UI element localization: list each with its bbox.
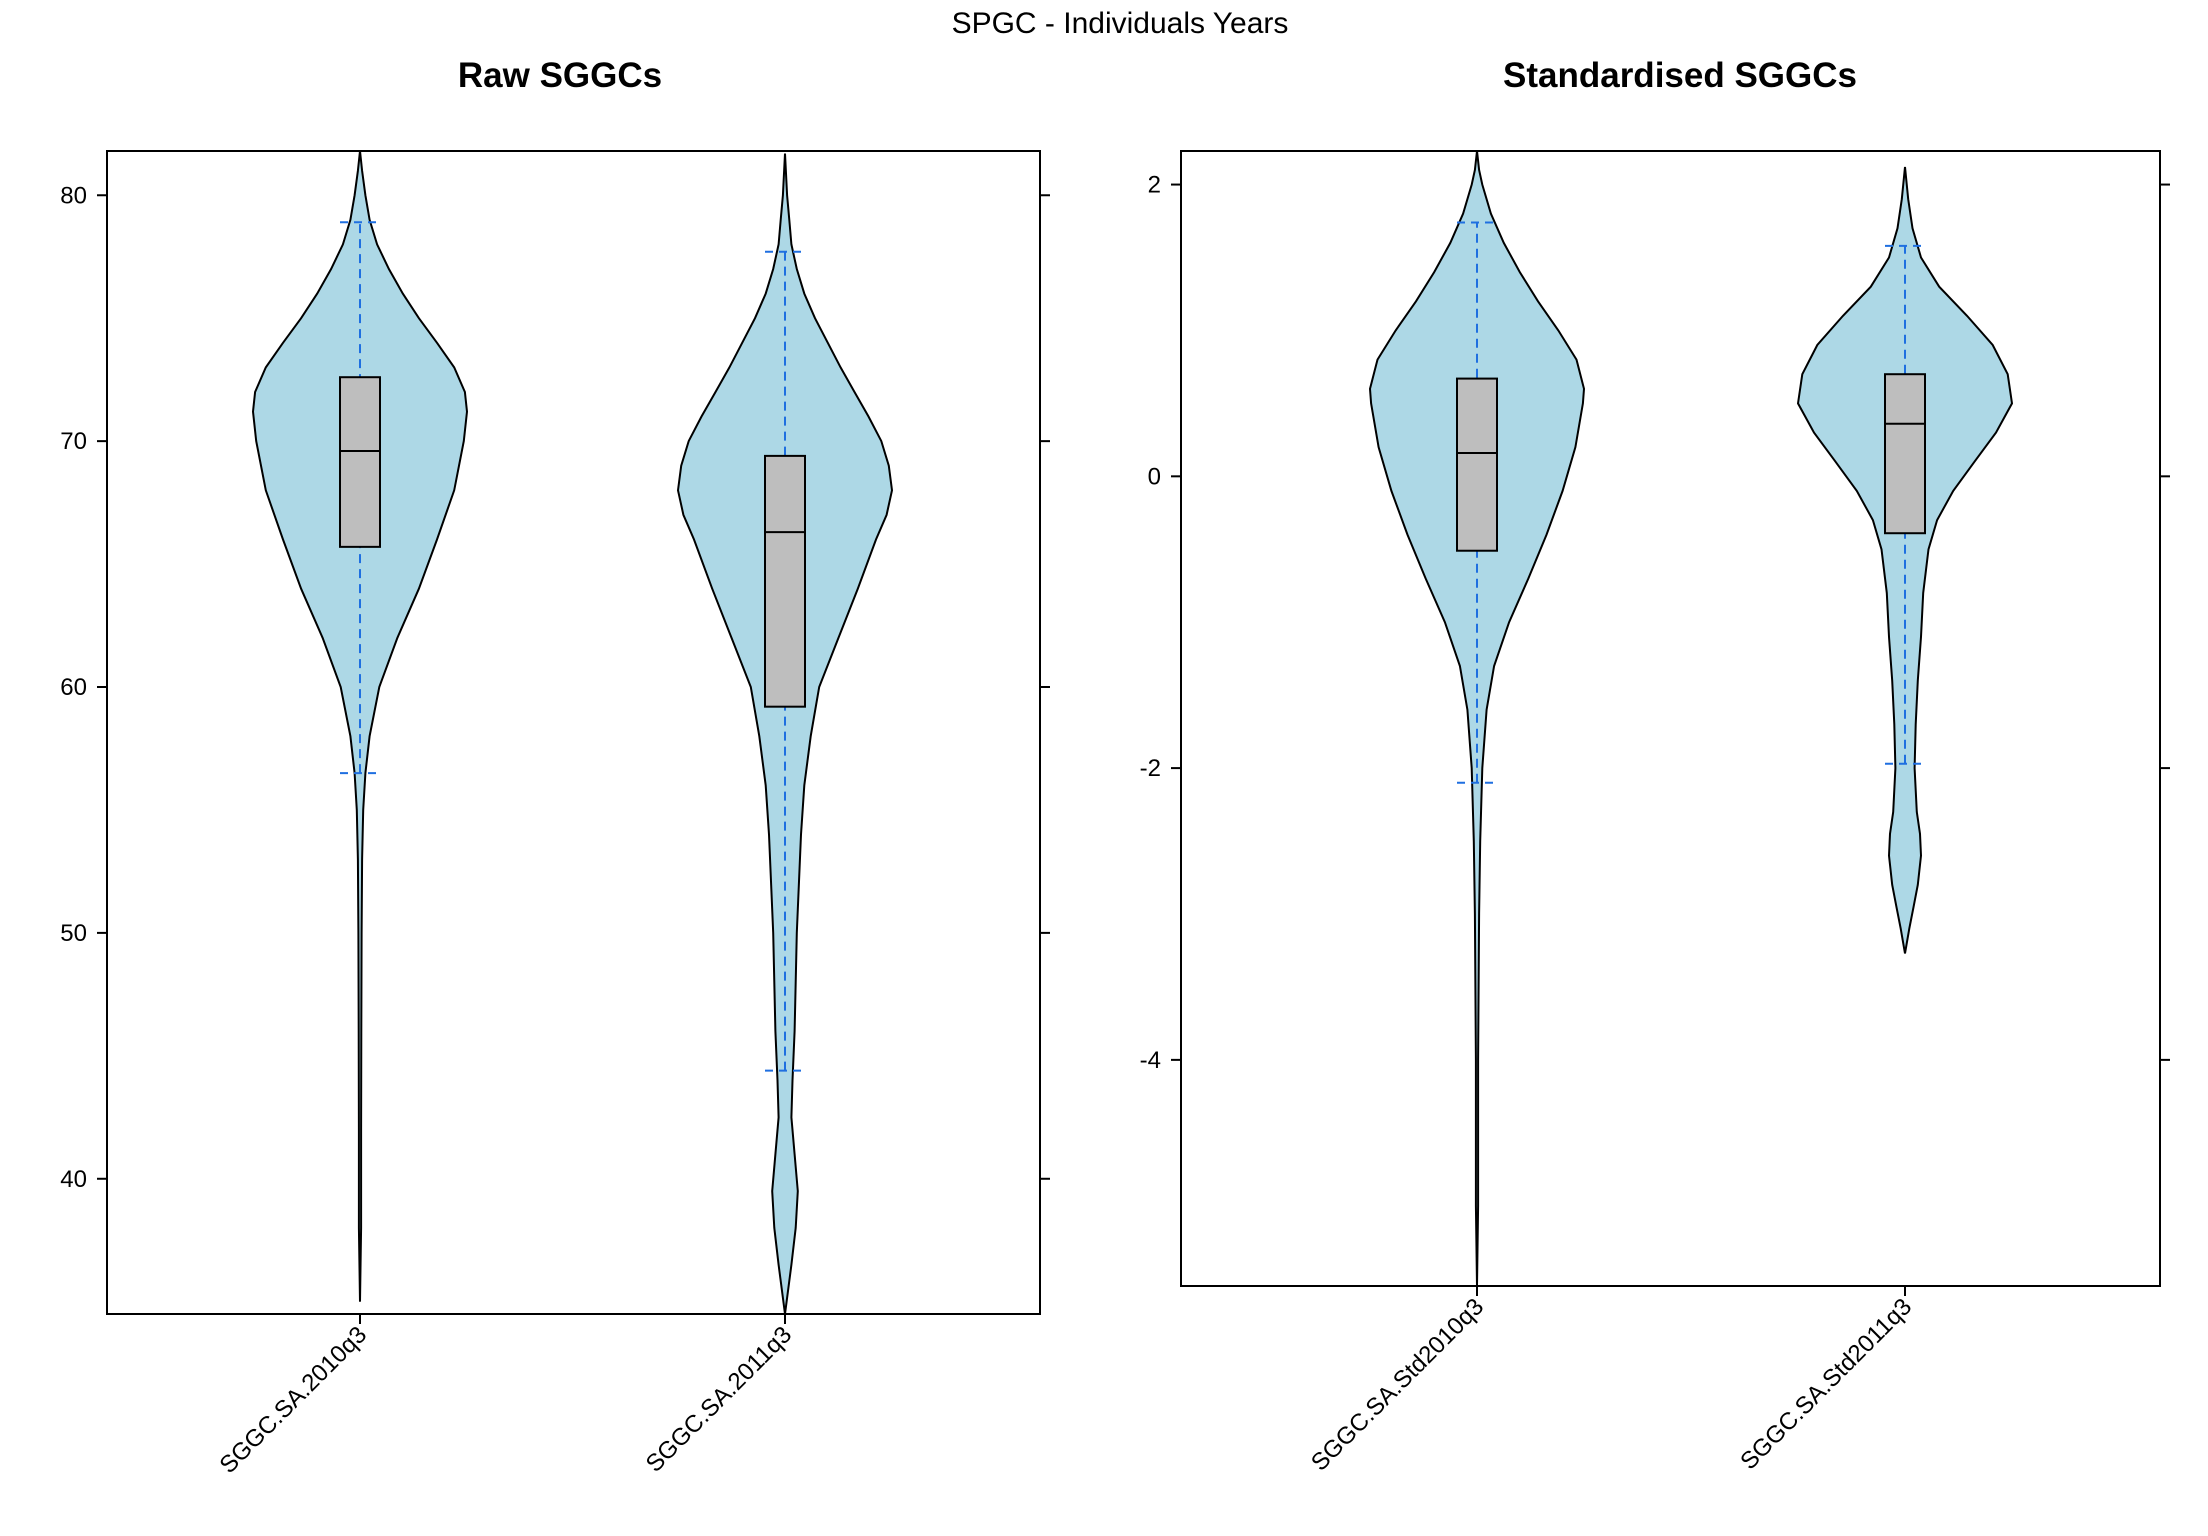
standardised-sggcs-panel: Standardised SGGCs -4 -2 0 2 SGGC.SA.Std201… [1140,56,2170,1476]
iqr-box-raw-1 [339,376,381,548]
raw-sggcs-plot-frame [106,150,1041,1315]
standardised-sggcs-plot-frame [1180,150,2161,1287]
category-label-raw-2: SGGC.SA.2011q3 [641,1321,798,1478]
y-tick-label: 70 [60,428,87,455]
raw-sggcs-category-labels: SGGC.SA.2010q3 SGGC.SA.2011q3 [214,1321,797,1479]
category-label-std-2: SGGC.SA.Std2011q3 [1735,1293,1917,1475]
standardised-sggcs-marks [1368,150,2014,1287]
category-label-std-1: SGGC.SA.Std2010q3 [1306,1293,1489,1476]
category-label-raw-1: SGGC.SA.2010q3 [214,1321,372,1479]
y-tick-label: 2 [1148,172,1161,199]
iqr-box-raw-2 [764,454,806,708]
raw-sggcs-marks [251,150,894,1315]
y-tick-label: 50 [60,920,87,947]
raw-sggcs-ticks: 40 50 60 70 80 [60,182,1050,1324]
y-tick-label: -4 [1140,1047,1161,1074]
y-tick-label: 60 [60,674,87,701]
standardised-sggcs-ticks: -4 -2 0 2 [1140,172,2170,1296]
figure-title: SPGC - Individuals Years [952,7,1289,40]
standardised-sggcs-category-labels: SGGC.SA.Std2010q3 SGGC.SA.Std2011q3 [1306,1293,1917,1476]
iqr-box-std-2 [1884,373,1926,535]
y-tick-label: 0 [1148,463,1161,490]
iqr-box-std-1 [1456,377,1498,552]
raw-sggcs-title: Raw SGGCs [458,56,662,95]
y-tick-label: 80 [60,182,87,209]
y-tick-label: -2 [1140,755,1161,782]
standardised-sggcs-title: Standardised SGGCs [1503,56,1857,95]
y-tick-label: 40 [60,1166,87,1193]
